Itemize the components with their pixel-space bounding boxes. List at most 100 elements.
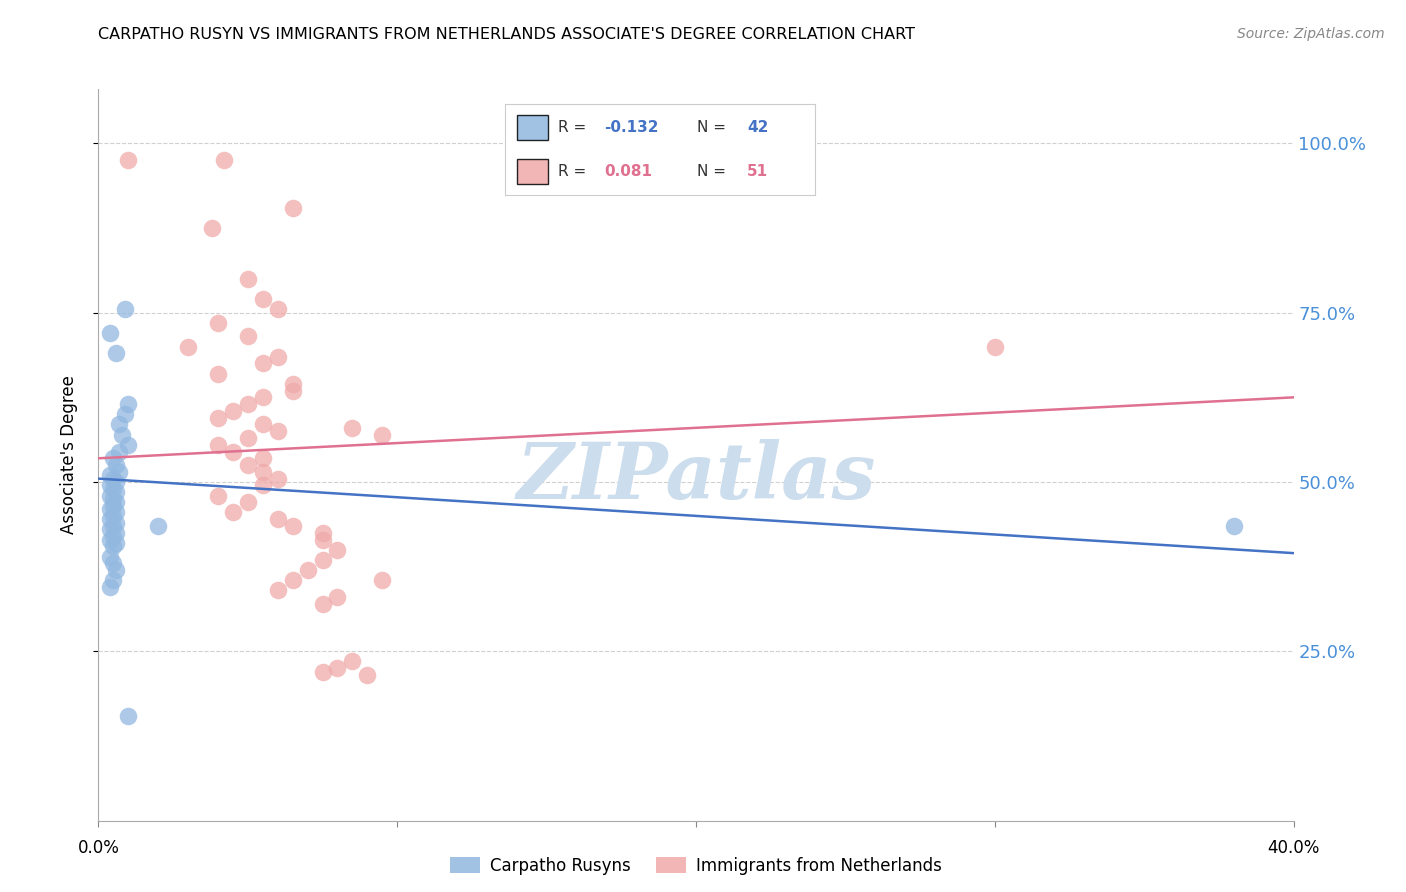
Point bbox=[236, 272, 259, 286]
Text: CARPATHO RUSYN VS IMMIGRANTS FROM NETHERLANDS ASSOCIATE'S DEGREE CORRELATION CHA: CARPATHO RUSYN VS IMMIGRANTS FROM NETHER… bbox=[98, 27, 915, 42]
Point bbox=[117, 153, 139, 168]
Point bbox=[356, 668, 378, 682]
Point bbox=[311, 525, 333, 540]
Point bbox=[105, 495, 128, 509]
Point bbox=[103, 499, 125, 513]
Point bbox=[103, 556, 125, 570]
Point bbox=[252, 478, 274, 492]
Point bbox=[177, 340, 200, 354]
Point bbox=[100, 523, 122, 537]
Point bbox=[100, 478, 122, 492]
Point bbox=[100, 326, 122, 340]
Point bbox=[100, 489, 122, 503]
Point bbox=[212, 153, 235, 168]
Point bbox=[105, 516, 128, 530]
Point bbox=[267, 512, 290, 526]
Point bbox=[105, 536, 128, 550]
Point bbox=[207, 410, 229, 425]
Point bbox=[236, 495, 259, 509]
Point bbox=[371, 427, 394, 442]
Legend: Carpatho Rusyns, Immigrants from Netherlands: Carpatho Rusyns, Immigrants from Netherl… bbox=[443, 850, 949, 882]
Point bbox=[281, 201, 304, 215]
Point bbox=[281, 376, 304, 391]
Point bbox=[252, 451, 274, 466]
Point bbox=[103, 491, 125, 506]
Y-axis label: Associate's Degree: Associate's Degree bbox=[59, 376, 77, 534]
Point bbox=[281, 384, 304, 398]
Point bbox=[105, 485, 128, 500]
Point bbox=[207, 367, 229, 381]
Point bbox=[201, 221, 224, 235]
Point bbox=[267, 302, 290, 317]
Point bbox=[207, 438, 229, 452]
Point bbox=[148, 519, 170, 533]
Point bbox=[326, 590, 349, 604]
Point bbox=[103, 451, 125, 466]
Point bbox=[1223, 519, 1246, 533]
Point bbox=[311, 553, 333, 567]
Point bbox=[371, 573, 394, 587]
Point bbox=[252, 465, 274, 479]
Point bbox=[100, 533, 122, 547]
Point bbox=[342, 655, 364, 669]
Text: 40.0%: 40.0% bbox=[1267, 838, 1320, 857]
Text: ZIPatlas: ZIPatlas bbox=[516, 439, 876, 515]
Text: 0.0%: 0.0% bbox=[77, 838, 120, 857]
Point bbox=[311, 597, 333, 611]
Text: Source: ZipAtlas.com: Source: ZipAtlas.com bbox=[1237, 27, 1385, 41]
Point bbox=[236, 329, 259, 343]
Point bbox=[281, 519, 304, 533]
Point bbox=[252, 417, 274, 432]
Point bbox=[108, 417, 131, 432]
Point bbox=[267, 350, 290, 364]
Point bbox=[108, 465, 131, 479]
Point bbox=[100, 468, 122, 483]
Point bbox=[117, 708, 139, 723]
Point bbox=[103, 573, 125, 587]
Point bbox=[252, 390, 274, 404]
Point bbox=[267, 424, 290, 438]
Point bbox=[103, 529, 125, 543]
Point bbox=[105, 506, 128, 520]
Point bbox=[100, 512, 122, 526]
Point bbox=[222, 506, 245, 520]
Point bbox=[236, 458, 259, 472]
Point bbox=[114, 407, 136, 421]
Point bbox=[236, 397, 259, 411]
Point bbox=[222, 444, 245, 458]
Point bbox=[267, 583, 290, 598]
Point bbox=[207, 316, 229, 330]
Point bbox=[108, 444, 131, 458]
Point bbox=[105, 525, 128, 540]
Point bbox=[297, 563, 319, 577]
Point bbox=[342, 421, 364, 435]
Point bbox=[100, 502, 122, 516]
Point bbox=[111, 427, 134, 442]
Point bbox=[207, 489, 229, 503]
Point bbox=[103, 472, 125, 486]
Point bbox=[103, 519, 125, 533]
Point bbox=[117, 397, 139, 411]
Point bbox=[105, 458, 128, 472]
Point bbox=[311, 533, 333, 547]
Point bbox=[984, 340, 1007, 354]
Point bbox=[103, 508, 125, 523]
Point bbox=[267, 472, 290, 486]
Point bbox=[105, 475, 128, 489]
Point bbox=[311, 665, 333, 679]
Point bbox=[105, 563, 128, 577]
Point bbox=[222, 404, 245, 418]
Point bbox=[105, 346, 128, 360]
Point bbox=[117, 438, 139, 452]
Point bbox=[252, 357, 274, 371]
Point bbox=[103, 539, 125, 553]
Point bbox=[103, 482, 125, 496]
Point bbox=[100, 549, 122, 564]
Point bbox=[281, 573, 304, 587]
Point bbox=[236, 431, 259, 445]
Point bbox=[252, 292, 274, 306]
Point bbox=[326, 661, 349, 675]
Point bbox=[100, 580, 122, 594]
Point bbox=[114, 302, 136, 317]
Point bbox=[326, 542, 349, 557]
